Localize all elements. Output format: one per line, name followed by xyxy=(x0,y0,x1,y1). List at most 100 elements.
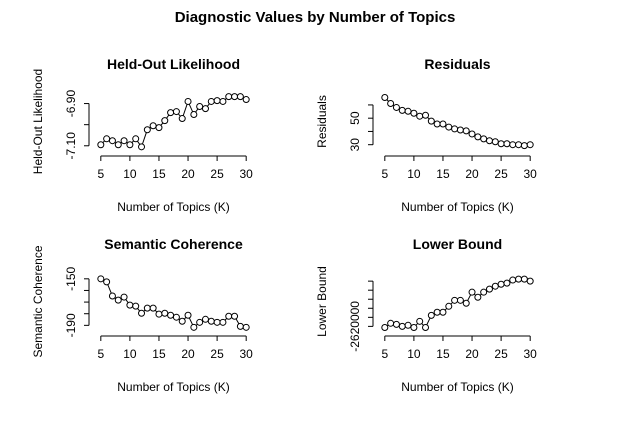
data-point xyxy=(509,276,517,284)
x-tick-label: 25 xyxy=(210,167,224,181)
data-point xyxy=(184,97,192,105)
x-tick-label: 5 xyxy=(381,347,388,361)
data-point xyxy=(445,123,453,131)
data-point xyxy=(190,111,198,119)
data-point xyxy=(172,108,180,116)
x-tick-label: 30 xyxy=(240,167,254,181)
x-tick-label: 25 xyxy=(210,347,224,361)
data-point xyxy=(207,317,215,325)
x-tick-label: 10 xyxy=(407,167,421,181)
data-point xyxy=(410,323,418,331)
x-tick-label: 25 xyxy=(494,167,508,181)
data-point xyxy=(433,120,441,128)
y-axis-label: Lower Bound xyxy=(315,266,329,337)
x-tick-label: 5 xyxy=(381,167,388,181)
data-point xyxy=(143,126,151,134)
y-axis-label: Held-Out Likelihood xyxy=(31,69,45,174)
data-point xyxy=(474,293,482,301)
data-point xyxy=(108,137,116,145)
data-point xyxy=(422,323,430,331)
figure-title: Diagnostic Values by Number of Topics xyxy=(175,9,456,26)
data-point xyxy=(120,137,128,145)
data-point xyxy=(404,107,412,115)
data-point xyxy=(201,315,209,323)
data-point xyxy=(103,135,111,143)
data-point xyxy=(97,275,105,283)
x-axis-label: Number of Topics (K) xyxy=(117,380,229,394)
data-point xyxy=(480,135,488,143)
x-tick-label: 20 xyxy=(465,167,479,181)
data-point xyxy=(120,293,128,301)
data-point xyxy=(161,117,169,125)
x-tick-label: 10 xyxy=(123,347,137,361)
x-tick-label: 15 xyxy=(436,167,450,181)
x-tick-label: 5 xyxy=(97,347,104,361)
x-axis-label: Number of Topics (K) xyxy=(401,200,513,214)
panel-title: Semantic Coherence xyxy=(104,236,243,252)
data-point xyxy=(213,318,221,326)
data-point xyxy=(410,109,418,117)
data-point xyxy=(451,125,459,133)
data-point xyxy=(167,109,175,117)
data-point xyxy=(184,311,192,319)
y-axis-label: Semantic Coherence xyxy=(31,245,45,357)
x-tick-label: 25 xyxy=(494,347,508,361)
data-point xyxy=(462,127,470,135)
data-point xyxy=(515,275,523,283)
data-point xyxy=(242,96,250,104)
x-tick-label: 15 xyxy=(436,347,450,361)
data-point xyxy=(480,288,488,296)
data-point xyxy=(132,135,140,143)
data-point xyxy=(126,141,134,149)
data-point xyxy=(114,141,122,149)
data-point xyxy=(520,142,528,150)
data-point xyxy=(526,141,534,149)
x-tick-label: 10 xyxy=(407,347,421,361)
data-point xyxy=(138,309,146,317)
data-point xyxy=(132,302,140,310)
data-point xyxy=(143,304,151,312)
data-point xyxy=(201,105,209,113)
data-point xyxy=(491,282,499,290)
data-point xyxy=(178,317,186,325)
data-point xyxy=(497,140,505,148)
data-point xyxy=(190,323,198,331)
x-tick-label: 5 xyxy=(97,167,104,181)
data-point xyxy=(445,302,453,310)
panel-title: Held-Out Likelihood xyxy=(107,56,240,72)
data-point xyxy=(491,138,499,146)
panel-title: Residuals xyxy=(424,56,490,72)
data-point xyxy=(392,320,400,328)
data-point xyxy=(433,308,441,316)
x-axis-label: Number of Topics (K) xyxy=(401,380,513,394)
data-point xyxy=(404,321,412,329)
data-point xyxy=(381,323,389,331)
data-point xyxy=(225,312,233,320)
x-tick-label: 20 xyxy=(181,167,195,181)
y-tick-label: -6.90 xyxy=(64,90,78,118)
y-tick-label: -190 xyxy=(64,313,78,337)
x-tick-label: 15 xyxy=(152,167,166,181)
data-point xyxy=(497,280,505,288)
data-point xyxy=(485,137,493,145)
data-point xyxy=(155,124,163,132)
data-point xyxy=(196,318,204,326)
data-point xyxy=(462,299,470,307)
data-point xyxy=(126,301,134,309)
x-tick-label: 30 xyxy=(524,167,538,181)
data-point xyxy=(515,141,523,149)
data-point xyxy=(172,313,180,321)
data-point xyxy=(219,97,227,105)
data-point xyxy=(451,296,459,304)
data-line xyxy=(384,97,531,147)
data-point xyxy=(236,322,244,330)
data-point xyxy=(503,279,511,287)
data-point xyxy=(167,311,175,319)
data-point xyxy=(439,308,447,316)
y-tick-label: -7.10 xyxy=(64,132,78,160)
data-point xyxy=(381,94,389,102)
data-point xyxy=(231,312,239,320)
data-point xyxy=(398,106,406,114)
x-tick-label: 10 xyxy=(123,167,137,181)
data-point xyxy=(416,112,424,120)
